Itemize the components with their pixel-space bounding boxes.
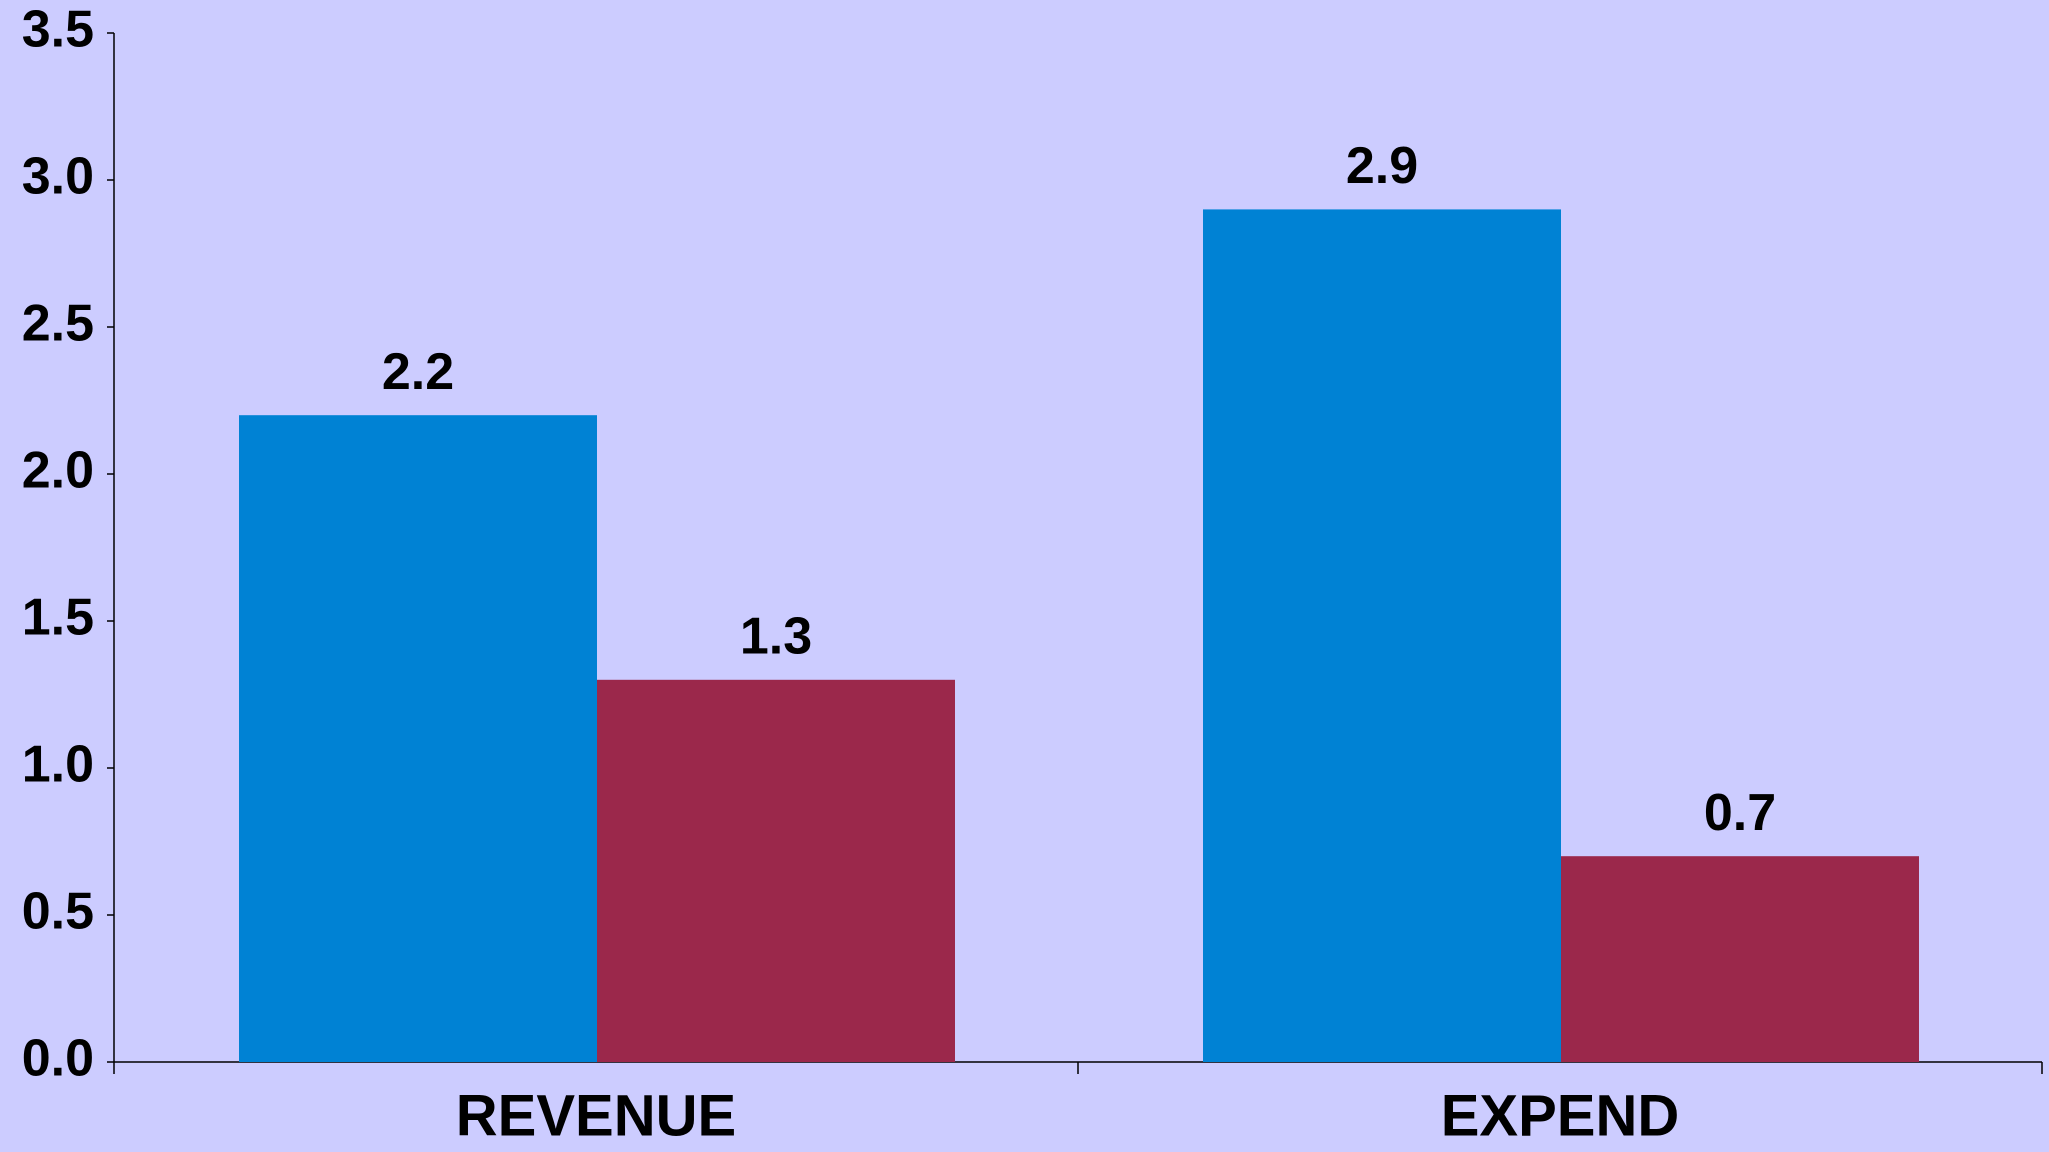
y-tick-label: 0.5	[22, 883, 94, 941]
y-tick-label: 3.0	[22, 148, 94, 206]
y-tick-label: 1.5	[22, 589, 94, 647]
y-tick-label: 1.0	[22, 736, 94, 794]
x-tick-label: EXPEND	[1441, 1083, 1680, 1148]
bar	[1203, 209, 1561, 1062]
x-tick-label: REVENUE	[456, 1083, 736, 1148]
value-label: 0.7	[1704, 784, 1776, 842]
y-tick-label: 2.0	[22, 442, 94, 500]
bar	[597, 679, 955, 1062]
y-tick-label: 3.5	[22, 1, 94, 59]
y-tick-label: 2.5	[22, 295, 94, 353]
bar	[1561, 856, 1919, 1062]
y-tick-label: 0.0	[22, 1030, 94, 1088]
value-label: 2.9	[1346, 137, 1418, 195]
bar	[239, 415, 597, 1062]
value-label: 1.3	[740, 608, 812, 666]
value-label: 2.2	[382, 343, 454, 401]
